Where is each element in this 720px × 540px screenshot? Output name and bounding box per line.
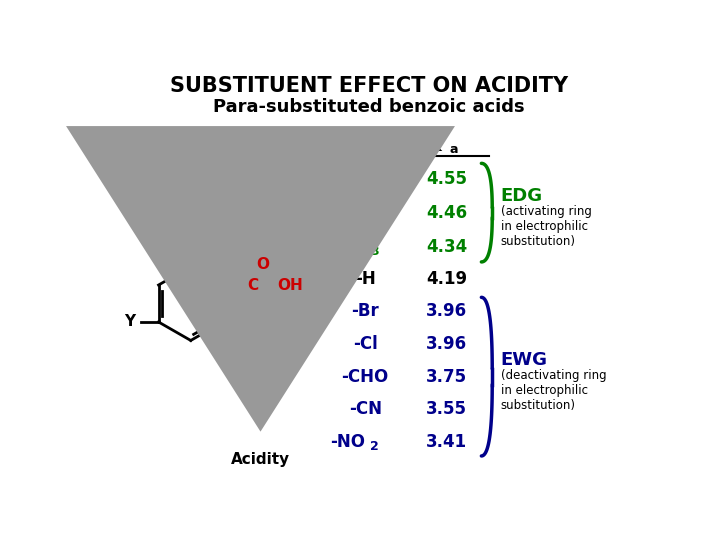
Text: -H: -H [355,270,376,288]
Text: Y: Y [124,314,135,329]
Text: 4.46: 4.46 [426,204,467,221]
Text: Acidity: Acidity [231,451,290,467]
Text: (activating ring
in electrophilic
substitution): (activating ring in electrophilic substi… [500,205,592,248]
Text: 2: 2 [370,440,379,453]
Text: -CH: -CH [332,238,365,255]
Text: pK: pK [416,137,443,154]
Text: 3.96: 3.96 [426,302,467,320]
Text: SUBSTITUENT EFFECT ON ACIDITY: SUBSTITUENT EFFECT ON ACIDITY [170,76,568,96]
Text: Para-substituted benzoic acids: Para-substituted benzoic acids [213,98,525,116]
Text: Y: Y [359,137,372,154]
Text: 4.55: 4.55 [426,170,467,188]
Text: O: O [256,258,269,272]
Text: OH: OH [277,278,303,293]
Text: 3.75: 3.75 [426,368,467,386]
Text: 3.55: 3.55 [426,400,467,418]
Text: -OH: -OH [348,170,382,188]
Text: -Cl: -Cl [353,335,377,353]
Text: 3: 3 [370,211,379,224]
Text: -Br: -Br [351,302,379,320]
Text: 3.96: 3.96 [426,335,467,353]
Text: 3.41: 3.41 [426,433,467,451]
Text: 4.19: 4.19 [426,270,467,288]
Text: EWG: EWG [500,350,548,369]
Text: C: C [247,278,258,293]
Text: 3: 3 [370,245,379,258]
Text: (deactivating ring
in electrophilic
substitution): (deactivating ring in electrophilic subs… [500,369,606,412]
Text: -CN: -CN [348,400,382,418]
Text: -CHO: -CHO [341,368,389,386]
Text: -NO: -NO [330,433,365,451]
Text: a: a [449,143,458,156]
Text: -OCH: -OCH [318,204,365,221]
Text: 4.34: 4.34 [426,238,467,255]
Text: EDG: EDG [500,187,543,205]
